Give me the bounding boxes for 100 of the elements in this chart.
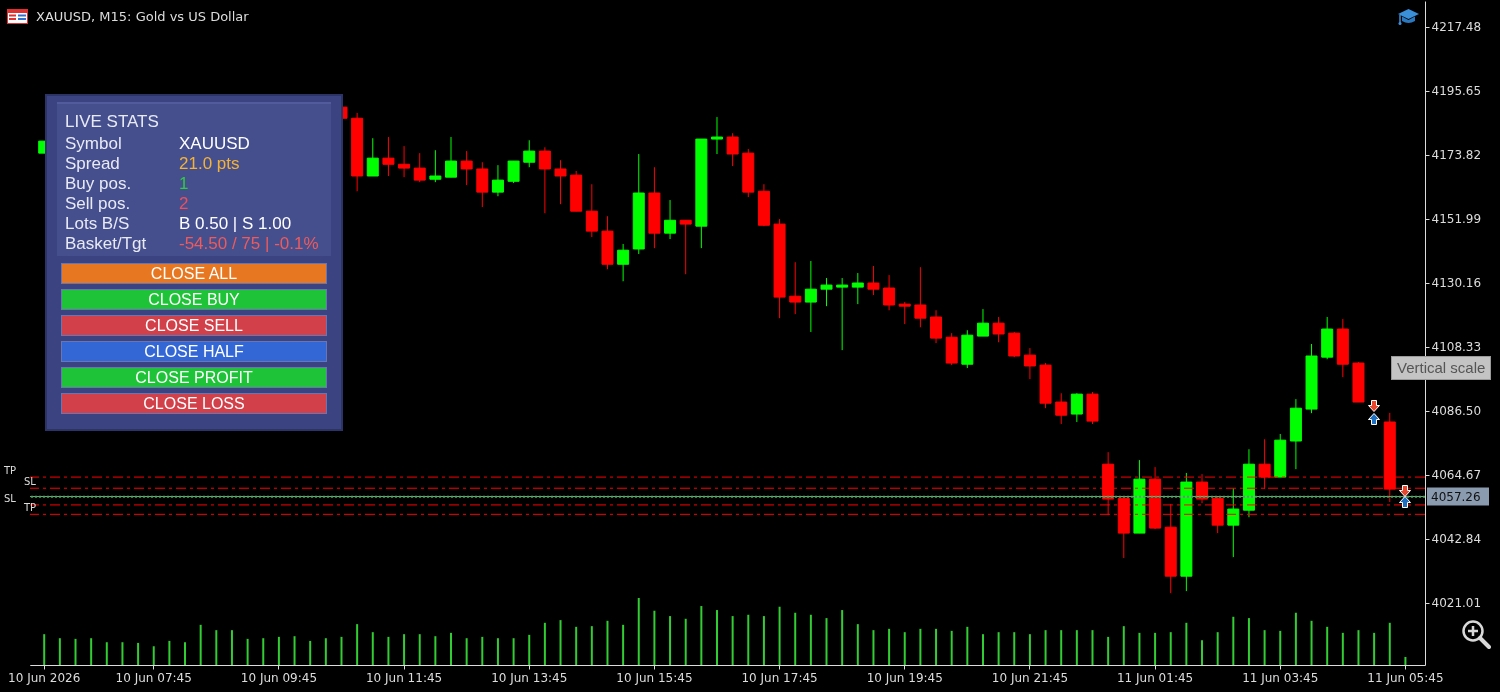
candlestick: [679, 219, 692, 275]
candlestick: [476, 161, 489, 208]
candlestick: [585, 183, 598, 238]
bar: [215, 630, 218, 665]
ref-line-label: SL: [4, 492, 17, 504]
candlestick: [914, 266, 927, 328]
annotation: Vertical scale: [1391, 356, 1492, 380]
bar: [230, 630, 233, 665]
candlestick: [820, 277, 833, 307]
bar: [1326, 626, 1329, 665]
annotation: CLOSE ALL: [61, 263, 327, 284]
category-label: Sell pos.: [65, 194, 131, 214]
candlestick: [836, 277, 849, 351]
category-label: Basket/Tgt: [65, 234, 147, 254]
bar: [309, 640, 312, 665]
y-tick-label: 4108.33: [1431, 340, 1482, 355]
annotation: CLOSE HALF: [61, 341, 327, 362]
x-tick-label: 10 Jun 2026: [8, 670, 81, 685]
y-tick-label: 4042.84: [1431, 532, 1482, 547]
text: XAUUSD: [179, 134, 250, 153]
bar: [1154, 632, 1157, 665]
bar: [58, 638, 61, 665]
candlestick: [883, 274, 896, 311]
bar: [74, 638, 77, 665]
bar: [1013, 632, 1016, 665]
candlestick: [976, 308, 989, 337]
bar: [935, 628, 938, 665]
bar: [981, 634, 984, 665]
bar: [543, 622, 546, 665]
bar: [371, 632, 374, 665]
candlestick: [804, 260, 817, 333]
y-tick-label: 4195.65: [1431, 84, 1482, 99]
bar: [43, 634, 46, 665]
candlestick: [898, 301, 911, 325]
bar: [1404, 656, 1407, 665]
bar: [747, 614, 750, 665]
ref-line-label: TP: [23, 502, 37, 514]
bar: [418, 634, 421, 665]
bar: [841, 610, 844, 665]
category-label: Buy pos.: [65, 174, 132, 194]
bar: [1185, 622, 1188, 665]
bar: [684, 618, 687, 665]
category-label: Spread: [65, 154, 120, 174]
bar: [528, 634, 531, 665]
x-tick-label: 11 Jun 03:45: [1242, 670, 1319, 685]
annotation: CLOSE SELL: [61, 315, 327, 336]
x-tick-label: 10 Jun 15:45: [616, 670, 693, 685]
bar: [121, 642, 124, 665]
bar: [481, 636, 484, 665]
bar: [1232, 616, 1235, 665]
bar: [794, 612, 797, 665]
bar: [496, 638, 499, 665]
candlestick: [664, 199, 677, 240]
bar: [246, 638, 249, 665]
y-tick-label: 4064.67: [1431, 468, 1482, 483]
text: XAUUSD, M15: Gold vs US Dollar: [36, 9, 250, 24]
bar: [168, 640, 171, 665]
candlestick: [617, 243, 630, 282]
bar: [512, 638, 515, 665]
candlestick: [1227, 487, 1240, 558]
bar: [653, 610, 656, 665]
candlestick: [726, 132, 739, 167]
candlestick: [460, 150, 473, 186]
bar: [1060, 630, 1063, 665]
bar: [277, 636, 280, 665]
candlestick: [538, 146, 551, 214]
bar: [450, 632, 453, 665]
bar: [1122, 626, 1125, 665]
candlestick: [992, 316, 1005, 343]
x-tick-label: 10 Jun 07:45: [115, 670, 192, 685]
bar: [403, 634, 406, 665]
y-tick-label: 4151.99: [1431, 212, 1482, 227]
bar: [575, 626, 578, 665]
bar: [888, 628, 891, 665]
ref-line-label: 4057.26: [1431, 489, 1481, 504]
bar: [293, 636, 296, 665]
bar: [669, 616, 672, 665]
x-tick-label: 10 Jun 19:45: [866, 670, 943, 685]
x-tick-label: 10 Jun 21:45: [991, 670, 1069, 685]
bar: [1091, 630, 1094, 665]
text: 21.0 pts: [179, 154, 240, 173]
x-tick-label: 10 Jun 09:45: [240, 670, 318, 685]
ref-line-label: SL: [24, 476, 37, 488]
bar: [434, 636, 437, 665]
category-label: Symbol: [65, 134, 122, 154]
text: 2: [179, 194, 189, 213]
bar: [1028, 634, 1031, 665]
bar: [1044, 630, 1047, 665]
bar: [903, 632, 906, 665]
bar: [809, 614, 812, 665]
y-tick-label: 4021.01: [1431, 596, 1482, 611]
bar: [762, 616, 765, 665]
candlestick: [851, 272, 864, 305]
bar: [1138, 632, 1141, 665]
category-label: Lots B/S: [65, 214, 130, 234]
candlestick: [1055, 392, 1068, 425]
bar: [324, 638, 327, 665]
candlestick: [1023, 347, 1036, 380]
candlestick: [710, 116, 723, 155]
y-tick-label: 4217.48: [1431, 20, 1482, 35]
